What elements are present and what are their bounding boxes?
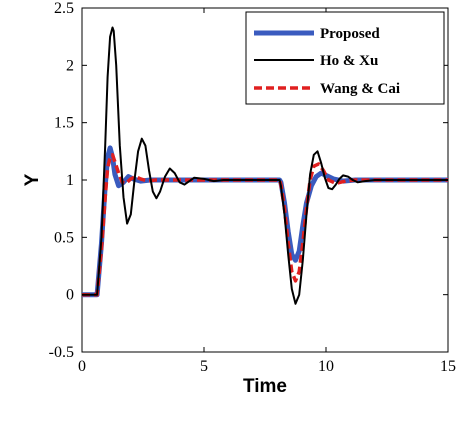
legend: Proposed Ho & Xu Wang & Cai: [245, 11, 445, 105]
y-tick-label: -0.5: [49, 344, 74, 361]
ticks: 0 5 10 15-0.500.511.522.5: [49, 0, 456, 375]
series-layer: [82, 26, 448, 305]
x-tick-label: 10: [318, 358, 334, 375]
x-axis-label: Time: [243, 376, 287, 397]
y-tick-label: 2.5: [54, 0, 74, 17]
x-tick-label: 0: [78, 358, 86, 375]
y-tick-label: 1.5: [54, 115, 74, 132]
y-axis-label: Y: [22, 173, 43, 186]
legend-label-ho-xu: Ho & Xu: [320, 53, 378, 69]
y-tick-label: 2: [66, 57, 74, 74]
x-tick-label: 5: [200, 358, 208, 375]
x-tick-label: 15: [440, 358, 456, 375]
y-tick-label: 1: [66, 172, 74, 189]
legend-label-wang-cai: Wang & Cai: [320, 81, 400, 97]
series-line-proposed: [82, 145, 448, 298]
y-tick-label: 0: [66, 287, 74, 304]
series-line-wang-cai: [82, 153, 448, 297]
y-tick-label: 0.5: [54, 229, 74, 246]
series-line-ho-xu: [82, 26, 448, 305]
legend-label-proposed: Proposed: [320, 26, 380, 42]
